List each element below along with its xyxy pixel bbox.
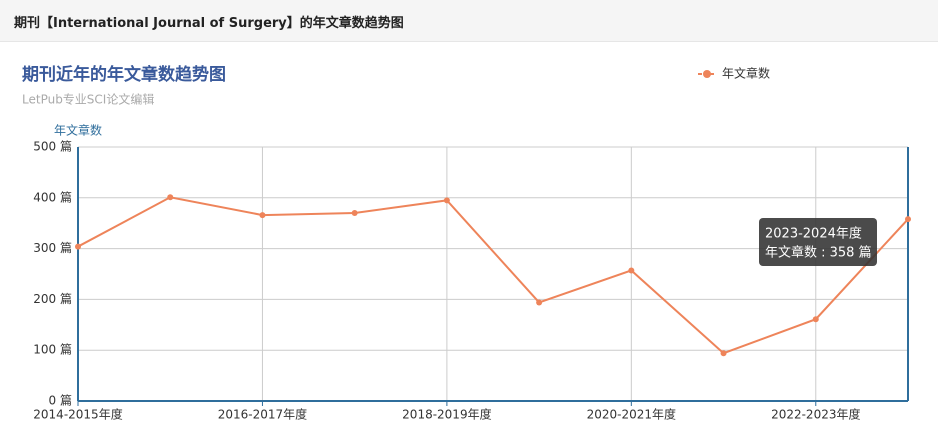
y-tick-label: 0 篇 [49,393,72,408]
legend-label: 年文章数 [722,66,770,81]
point [259,212,266,219]
x-tick-label: 2018-2019年度 [402,407,491,422]
y-tick-label: 300 篇 [33,240,72,255]
x-tick-label: 2022-2023年度 [771,407,860,422]
point [351,210,358,217]
chart-title: 期刊近年的年文章数趋势图 [22,64,226,85]
point [812,316,819,323]
y-tick-label: 500 篇 [33,139,72,154]
y-tick-label: 400 篇 [33,189,72,204]
point [167,194,174,201]
header: 期刊【International Journal of Surgery】的年文章… [0,0,938,42]
y-tick-label: 100 篇 [33,342,72,357]
x-tick-label: 2020-2021年度 [587,407,676,422]
point [905,216,911,223]
x-tick-label: 2016-2017年度 [218,407,307,422]
x-tick-label: 2014-2015年度 [33,407,122,422]
tooltip-label: 年文章数 : 358 篇 [765,245,872,261]
point [536,299,543,306]
point [75,243,81,250]
y-tick-label: 200 篇 [33,291,72,306]
point [628,267,635,274]
tooltip-box [759,218,877,266]
line [77,196,909,355]
chart: 期刊近年的年文章数趋势图 LetPub专业SCI论文编辑 年文章数 0 篇 100… [22,64,911,422]
point [720,350,727,357]
legend-marker [703,70,711,78]
chart-subtitle: LetPub专业SCI论文编辑 [22,92,154,107]
y-axis-label: 年文章数 [54,123,102,138]
tooltip-title: 2023-2024年度 [765,226,862,242]
point [443,197,450,204]
header-title: 期刊【International Journal of Surgery】的年文章… [14,16,404,31]
